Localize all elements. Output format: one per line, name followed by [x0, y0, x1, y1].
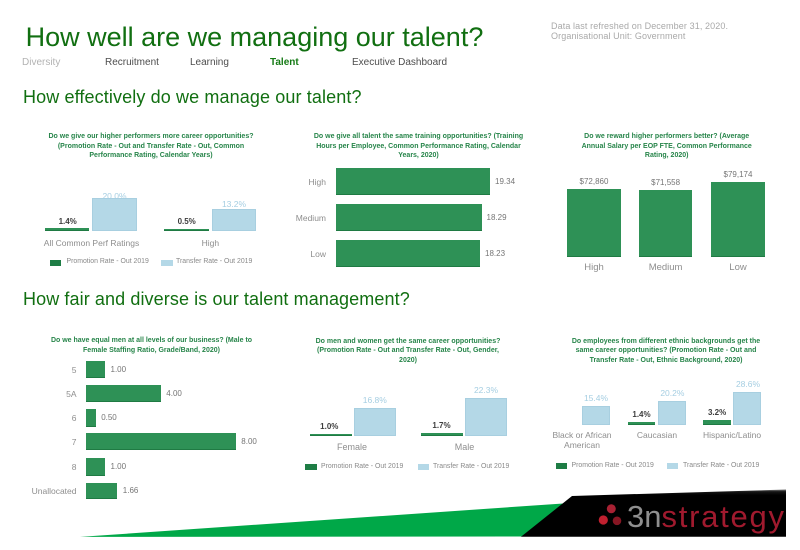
svg-text:3nstrategy: 3nstrategy	[627, 499, 786, 534]
